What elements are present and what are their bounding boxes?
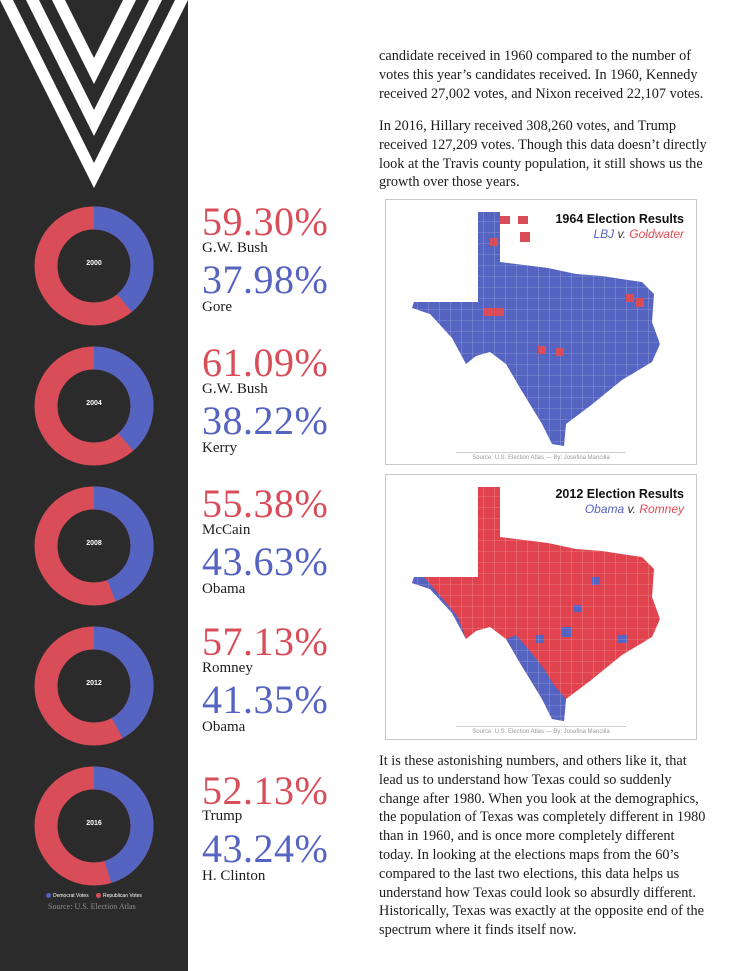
donut-source: Source: U.S. Election Atlas	[48, 902, 136, 911]
rep-candidate: McCain	[202, 522, 251, 538]
map-rep-candidate: Goldwater	[629, 227, 684, 241]
body-paragraph-3: It is these astonishing numbers, and oth…	[379, 753, 706, 939]
chevron-logo	[0, 0, 188, 188]
legend-item-democrat: Democrat Votes	[46, 893, 89, 899]
map-divider	[456, 452, 626, 453]
donut-chart-2012: 2012	[34, 626, 154, 746]
donut-year-label: 2000	[86, 260, 102, 267]
body-paragraph-2: In 2016, Hillary received 308,260 votes,…	[379, 118, 707, 191]
dem-percent: 43.24%	[202, 826, 329, 871]
donut-year-label: 2008	[86, 540, 102, 547]
donut-year-label: 2016	[86, 820, 102, 827]
dem-candidate: Kerry	[202, 440, 237, 456]
rep-percent: 57.13%	[202, 619, 329, 664]
dem-percent: 43.63%	[202, 539, 329, 584]
map-source: Source: U.S. Election Atlas — By: Josefi…	[472, 455, 610, 461]
map-subtitle: LBJ v. Goldwater	[593, 227, 684, 241]
rep-candidate: Romney	[202, 660, 253, 676]
map-1964: 1964 Election Results LBJ v. Goldwater S…	[385, 199, 697, 465]
donut-chart-2004: 2004	[34, 346, 154, 466]
map-dem-candidate: LBJ	[593, 227, 615, 241]
map-2012: 2012 Election Results Obama v. Romney So…	[385, 474, 697, 740]
donut-democrat-segment	[93, 346, 154, 451]
body-paragraph-1: candidate received in 1960 compared to t…	[379, 48, 704, 102]
rep-percent: 52.13%	[202, 768, 329, 813]
rep-candidate: G.W. Bush	[202, 240, 268, 256]
map-divider	[456, 726, 626, 727]
map-subtitle: Obama v. Romney	[585, 502, 684, 516]
legend-dot-icon	[95, 893, 101, 898]
rep-candidate: G.W. Bush	[202, 381, 268, 397]
legend-label: Democrat Votes	[53, 893, 89, 899]
map-title: 1964 Election Results	[555, 212, 684, 226]
donut-year-label: 2012	[86, 680, 102, 687]
map-source: Source: U.S. Election Atlas — By: Josefi…	[472, 729, 610, 735]
rep-candidate: Trump	[202, 808, 243, 824]
map-versus: v.	[627, 502, 636, 516]
dem-candidate: H. Clinton	[202, 868, 266, 884]
dem-candidate: Obama	[202, 581, 246, 597]
donut-democrat-segment	[93, 486, 154, 602]
donut-democrat-segment	[93, 766, 154, 883]
map-rep-candidate: Romney	[639, 502, 684, 516]
legend-label: Republican Votes	[102, 893, 142, 899]
legend-item-republican: Republican Votes	[95, 893, 142, 899]
donut-chart-2016: 2016	[34, 766, 154, 886]
dem-percent: 41.35%	[202, 677, 329, 722]
dem-candidate: Obama	[202, 719, 246, 735]
sidebar: 2000 2004 2008 2012 2016 Democrat Votes …	[0, 0, 188, 971]
texas-map-2012	[412, 487, 660, 721]
donut-year-label: 2004	[86, 400, 102, 407]
donut-chart-2008: 2008	[34, 486, 154, 606]
donut-chart-2000: 2000	[34, 206, 154, 326]
rep-percent: 55.38%	[202, 481, 329, 526]
texas-map-1964	[412, 212, 660, 446]
donut-legend: Democrat Votes Republican Votes	[46, 893, 148, 899]
donut-democrat-segment	[93, 206, 154, 312]
rep-percent: 61.09%	[202, 340, 329, 385]
map-dem-candidate: Obama	[584, 502, 625, 516]
map-versus: v.	[617, 227, 626, 241]
dem-percent: 38.22%	[202, 398, 329, 443]
dem-percent: 37.98%	[202, 257, 329, 302]
rep-percent: 59.30%	[202, 199, 329, 244]
legend-dot-icon	[46, 893, 51, 898]
dem-candidate: Gore	[202, 299, 232, 315]
donut-democrat-segment	[93, 626, 154, 739]
map-title: 2012 Election Results	[555, 487, 684, 501]
